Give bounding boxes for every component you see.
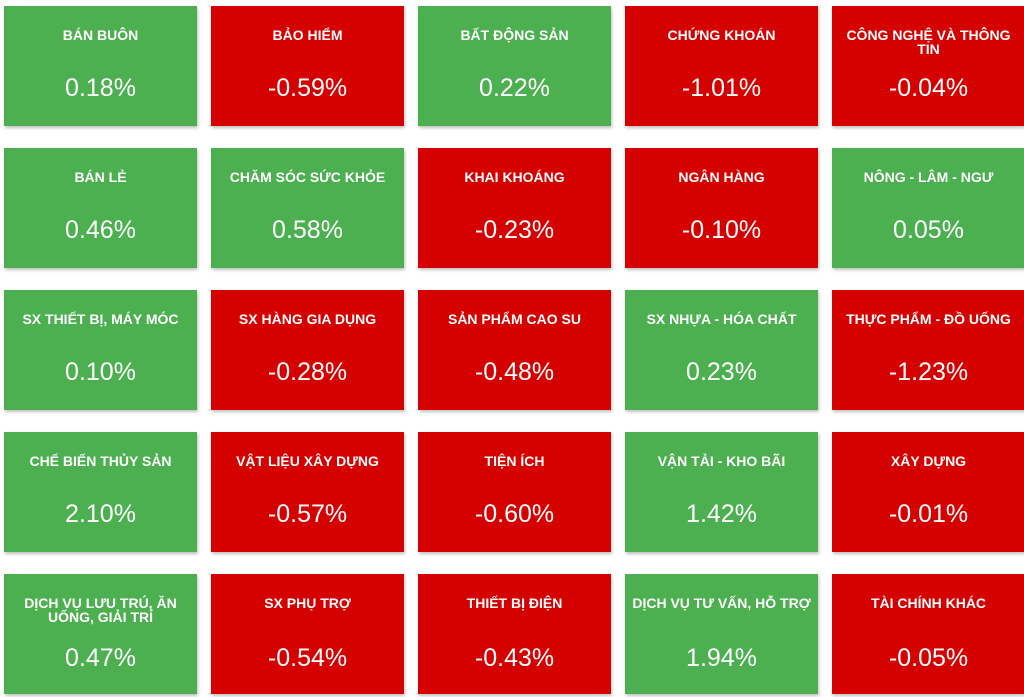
sector-tile-ngan-hang[interactable]: NGÂN HÀNG -0.10%: [625, 148, 818, 268]
sector-name: VẬN TẢI - KHO BÃI: [657, 453, 786, 469]
sector-change: 0.10%: [65, 358, 136, 386]
sector-tile-tai-chinh-khac[interactable]: TÀI CHÍNH KHÁC -0.05%: [832, 574, 1024, 694]
sector-name: CHĂM SÓC SỨC KHỎE: [229, 169, 386, 185]
sector-name: XÂY DỰNG: [890, 453, 967, 469]
sector-name: NÔNG - LÂM - NGƯ: [863, 169, 994, 185]
sector-tile-vat-lieu-xay-dung[interactable]: VẬT LIỆU XÂY DỰNG -0.57%: [211, 432, 404, 552]
sector-name: NGÂN HÀNG: [678, 169, 765, 185]
sector-change: 0.22%: [479, 74, 550, 102]
sector-name: TÀI CHÍNH KHÁC: [870, 595, 987, 611]
sector-change: 0.46%: [65, 216, 136, 244]
sector-tile-sx-phu-tro[interactable]: SX PHỤ TRỢ -0.54%: [211, 574, 404, 694]
sector-change: -0.59%: [267, 74, 348, 102]
sector-tile-thiet-bi-dien[interactable]: THIẾT BỊ ĐIỆN -0.43%: [418, 574, 611, 694]
sector-change: 1.42%: [686, 500, 757, 528]
sector-change: 0.47%: [65, 644, 136, 672]
sector-tile-tien-ich[interactable]: TIỆN ÍCH -0.60%: [418, 432, 611, 552]
sector-tile-bao-hiem[interactable]: BẢO HIỂM -0.59%: [211, 6, 404, 126]
sector-tile-dich-vu-luu-tru[interactable]: DỊCH VỤ LƯU TRÚ, ĂN UỐNG, GIẢI TRÍ 0.47%: [4, 574, 197, 694]
sector-tile-sx-thiet-bi-may-moc[interactable]: SX THIẾT BỊ, MÁY MÓC 0.10%: [4, 290, 197, 410]
sector-change: -0.05%: [888, 644, 969, 672]
sector-change: -0.54%: [267, 644, 348, 672]
sector-tile-san-pham-cao-su[interactable]: SẢN PHẨM CAO SU -0.48%: [418, 290, 611, 410]
sector-tile-che-bien-thuy-san[interactable]: CHẾ BIẾN THỦY SẢN 2.10%: [4, 432, 197, 552]
sector-tile-bat-dong-san[interactable]: BẤT ĐỘNG SẢN 0.22%: [418, 6, 611, 126]
sector-change: 0.58%: [272, 216, 343, 244]
sector-change: 1.94%: [686, 644, 757, 672]
sector-tile-sx-hang-gia-dung[interactable]: SX HÀNG GIA DỤNG -0.28%: [211, 290, 404, 410]
sector-change: 0.05%: [893, 216, 964, 244]
sector-change: 2.10%: [65, 500, 136, 528]
sector-name: TIỆN ÍCH: [484, 453, 545, 469]
sector-name: SẢN PHẨM CAO SU: [447, 311, 581, 327]
sector-change: -0.43%: [474, 644, 555, 672]
sector-name: CHẾ BIẾN THỦY SẢN: [29, 453, 172, 469]
sector-name: VẬT LIỆU XÂY DỰNG: [236, 453, 379, 469]
sector-change: -0.48%: [474, 358, 555, 386]
sector-change: -0.04%: [888, 74, 969, 102]
sector-name: DỊCH VỤ TƯ VẤN, HỖ TRỢ: [632, 595, 811, 611]
sector-name: CHỨNG KHOÁN: [667, 27, 776, 43]
sector-name: THIẾT BỊ ĐIỆN: [466, 595, 563, 611]
sector-change: -0.10%: [681, 216, 762, 244]
sector-name: SX HÀNG GIA DỤNG: [238, 311, 377, 327]
sector-name: SX THIẾT BỊ, MÁY MÓC: [22, 311, 179, 327]
sector-tile-nong-lam-ngu[interactable]: NÔNG - LÂM - NGƯ 0.05%: [832, 148, 1024, 268]
sector-name: SX PHỤ TRỢ: [264, 595, 351, 611]
sector-tile-cham-soc-suc-khoe[interactable]: CHĂM SÓC SỨC KHỎE 0.58%: [211, 148, 404, 268]
sector-change: -0.57%: [267, 500, 348, 528]
sector-change: -0.01%: [888, 500, 969, 528]
sector-tile-ban-buon[interactable]: BÁN BUÔN 0.18%: [4, 6, 197, 126]
sector-change: 0.23%: [686, 358, 757, 386]
sector-tile-khai-khoang[interactable]: KHAI KHOÁNG -0.23%: [418, 148, 611, 268]
sector-change: -0.60%: [474, 500, 555, 528]
sector-tile-thuc-pham-do-uong[interactable]: THỰC PHẨM - ĐỒ UỐNG -1.23%: [832, 290, 1024, 410]
sector-tile-ban-le[interactable]: BÁN LẺ 0.46%: [4, 148, 197, 268]
sector-name: SX NHỰA - HÓA CHẤT: [646, 311, 797, 327]
sector-tile-sx-nhua-hoa-chat[interactable]: SX NHỰA - HÓA CHẤT 0.23%: [625, 290, 818, 410]
sector-name: BẤT ĐỘNG SẢN: [460, 27, 569, 43]
sector-name: THỰC PHẨM - ĐỒ UỐNG: [846, 311, 1011, 327]
sector-change: -1.01%: [681, 74, 762, 102]
sector-tile-chung-khoan[interactable]: CHỨNG KHOÁN -1.01%: [625, 6, 818, 126]
sector-name: BẢO HIỂM: [272, 27, 343, 43]
sector-name: CÔNG NGHỆ VÀ THÔNG TIN: [846, 27, 1011, 57]
sector-tile-van-tai-kho-bai[interactable]: VẬN TẢI - KHO BÃI 1.42%: [625, 432, 818, 552]
sector-change: -0.23%: [474, 216, 555, 244]
sector-tile-dich-vu-tu-van[interactable]: DỊCH VỤ TƯ VẤN, HỖ TRỢ 1.94%: [625, 574, 818, 694]
sector-name: DỊCH VỤ LƯU TRÚ, ĂN UỐNG, GIẢI TRÍ: [24, 595, 177, 625]
sector-name: BÁN BUÔN: [62, 27, 139, 43]
sector-tile-cong-nghe[interactable]: CÔNG NGHỆ VÀ THÔNG TIN -0.04%: [832, 6, 1024, 126]
sector-name: BÁN LẺ: [74, 169, 127, 185]
sector-change: -1.23%: [888, 358, 969, 386]
sector-tile-xay-dung[interactable]: XÂY DỰNG -0.01%: [832, 432, 1024, 552]
sector-change: 0.18%: [65, 74, 136, 102]
sector-name: KHAI KHOÁNG: [464, 169, 565, 185]
sector-change: -0.28%: [267, 358, 348, 386]
